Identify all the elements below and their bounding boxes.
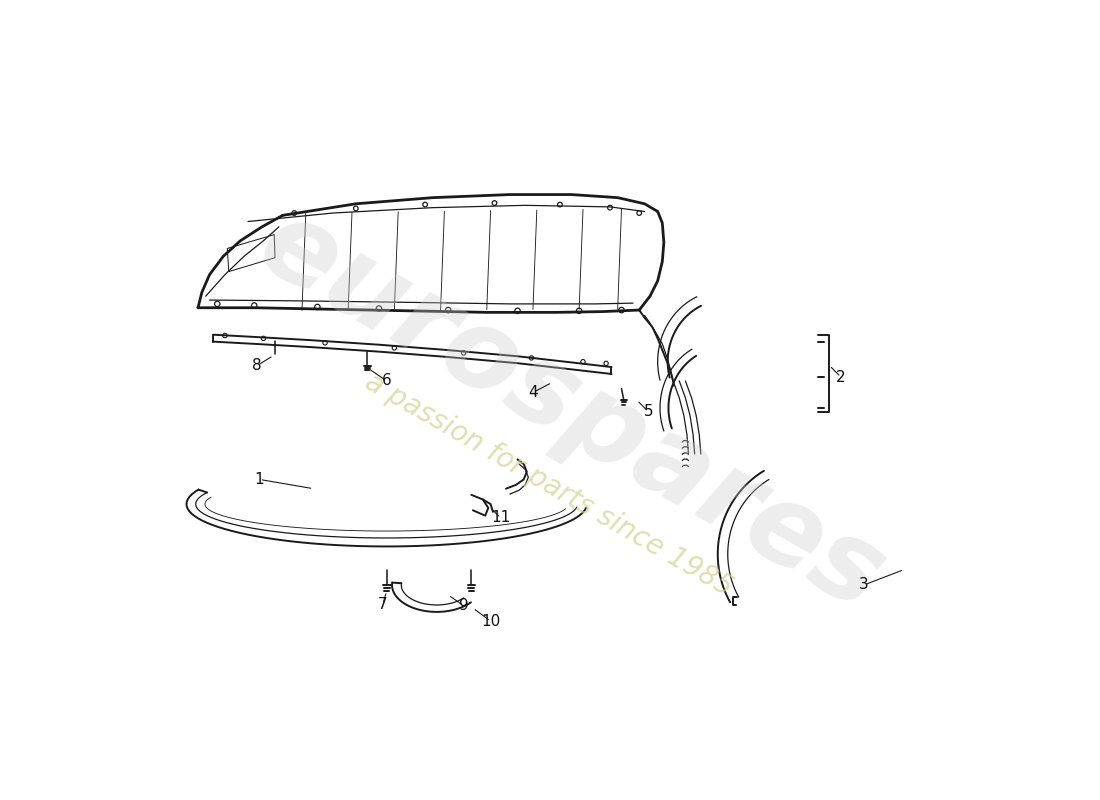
Circle shape [558,202,562,207]
Circle shape [576,308,582,314]
Text: 1: 1 [255,472,264,487]
Text: 3: 3 [859,578,869,593]
Circle shape [462,351,465,355]
Circle shape [393,346,396,350]
Circle shape [214,302,220,306]
Text: 2: 2 [836,370,846,385]
Text: 4: 4 [528,385,538,400]
Circle shape [492,201,497,206]
Circle shape [252,302,257,308]
Text: 11: 11 [491,510,510,526]
Circle shape [515,308,520,314]
Text: eurospares: eurospares [241,190,902,634]
Circle shape [637,210,641,215]
Text: 8: 8 [253,358,262,373]
Text: 7: 7 [378,597,387,612]
Circle shape [607,206,613,210]
Circle shape [604,362,608,366]
Circle shape [446,307,451,313]
Circle shape [223,334,227,338]
Circle shape [262,336,265,341]
Circle shape [376,306,382,311]
Circle shape [292,210,297,215]
Circle shape [353,206,359,210]
Circle shape [529,356,534,360]
Text: 9: 9 [459,598,469,614]
Text: a passion for parts since 1985: a passion for parts since 1985 [360,368,737,602]
Circle shape [422,202,428,207]
Circle shape [323,341,327,345]
Circle shape [315,304,320,310]
Text: 5: 5 [644,404,653,419]
Text: 6: 6 [382,374,392,388]
Circle shape [619,307,624,313]
Text: 10: 10 [481,614,500,629]
Circle shape [581,359,585,364]
